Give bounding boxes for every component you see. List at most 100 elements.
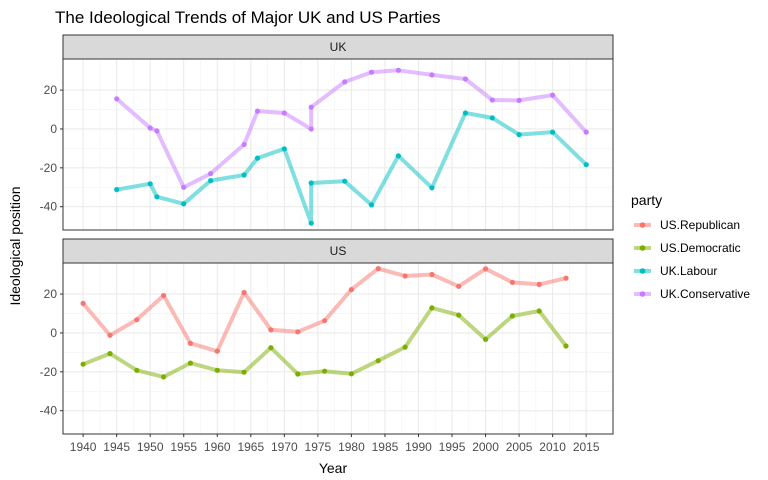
- data-point: [80, 361, 86, 367]
- x-tick-label: 1950: [137, 440, 164, 454]
- x-tick-label: 1965: [237, 440, 264, 454]
- legend-item-uk-labour: UK.Labour: [634, 264, 717, 278]
- x-tick-label: 1940: [70, 440, 97, 454]
- data-point: [254, 108, 261, 114]
- data-point: [489, 115, 495, 121]
- data-point: [295, 371, 301, 377]
- data-point: [114, 187, 120, 193]
- legend-key-point: [639, 268, 646, 274]
- legend: party US.Republican US.Democratic UK.Labou…: [631, 192, 750, 301]
- data-point: [583, 162, 589, 168]
- data-point: [375, 266, 381, 272]
- data-point: [154, 194, 160, 200]
- x-tick-label: 1970: [271, 440, 298, 454]
- data-point: [368, 69, 375, 75]
- data-point: [563, 343, 569, 349]
- y-tick-label: -40: [40, 200, 58, 214]
- plot-background: [63, 263, 613, 434]
- data-point: [214, 367, 220, 373]
- data-point: [241, 172, 247, 178]
- data-point: [308, 104, 314, 110]
- data-point: [402, 344, 408, 350]
- data-point: [241, 369, 247, 375]
- strip-us: [62, 238, 614, 264]
- data-point: [281, 110, 287, 116]
- data-point: [348, 371, 354, 377]
- series-uk-conservative: [114, 67, 589, 190]
- data-point: [208, 171, 214, 177]
- data-point: [550, 92, 556, 98]
- data-point: [322, 318, 328, 324]
- data-point: [402, 273, 408, 279]
- data-point: [107, 332, 113, 338]
- data-point: [80, 300, 86, 306]
- data-point: [114, 96, 120, 102]
- x-tick-label: 2000: [472, 440, 499, 454]
- data-point: [429, 305, 435, 311]
- data-point: [342, 178, 348, 184]
- series-us-democratic: [80, 305, 569, 380]
- legend-label: US.Democratic: [660, 241, 741, 255]
- x-tick-label: 1975: [305, 440, 332, 454]
- x-tick-label: 1990: [405, 440, 432, 454]
- legend-key-point: [639, 245, 646, 251]
- x-tick-label: 2010: [539, 440, 566, 454]
- data-point: [161, 292, 167, 299]
- data-point: [483, 336, 489, 342]
- data-point: [429, 185, 435, 191]
- legend-item-us-republican: US.Republican: [634, 218, 740, 232]
- data-point: [563, 275, 569, 281]
- data-point: [214, 348, 220, 354]
- strip-label: UK: [330, 40, 347, 54]
- data-point: [134, 367, 140, 373]
- legend-label: UK.Labour: [660, 264, 717, 278]
- data-point: [308, 126, 314, 132]
- data-point: [395, 67, 401, 73]
- legend-title: party: [631, 192, 662, 208]
- gridlines: [63, 263, 613, 434]
- data-point: [322, 368, 328, 374]
- data-point: [181, 201, 187, 207]
- data-point: [147, 125, 153, 131]
- data-point: [308, 180, 314, 186]
- data-point: [429, 271, 435, 278]
- panel-border: [62, 262, 614, 435]
- data-point: [295, 329, 301, 335]
- panels-layer: UK -40 -20 0 20 US -40 -20 0 20 1940 1945 1950 1955 19…: [40, 34, 614, 454]
- data-point: [154, 128, 160, 134]
- y-tick-label: -20: [40, 365, 58, 379]
- y-tick-label: 20: [44, 83, 58, 97]
- data-point: [583, 129, 589, 135]
- data-point: [208, 178, 214, 184]
- data-point: [489, 97, 495, 103]
- data-point: [462, 110, 468, 116]
- data-point: [268, 327, 274, 333]
- data-point: [429, 72, 435, 78]
- data-point: [187, 340, 193, 346]
- data-point: [348, 287, 354, 293]
- data-point: [483, 266, 489, 272]
- y-axis-title: Ideological position: [7, 186, 23, 305]
- data-point: [456, 312, 462, 318]
- x-tick-label: 2015: [573, 440, 600, 454]
- y-tick-label: 0: [50, 122, 57, 136]
- x-tick-label: 1960: [204, 440, 231, 454]
- y-tick-label: -20: [40, 161, 58, 175]
- x-tick-label: 2005: [506, 440, 533, 454]
- data-point: [241, 141, 247, 148]
- x-tick-label: 1980: [338, 440, 365, 454]
- data-point: [462, 76, 468, 82]
- data-point: [147, 181, 153, 187]
- x-tick-label: 1945: [103, 440, 130, 454]
- x-axis-title: Year: [319, 460, 348, 476]
- gridlines: [63, 59, 613, 230]
- legend-key-point: [639, 291, 646, 297]
- data-point: [161, 374, 167, 380]
- x-tick-label: 1995: [439, 440, 466, 454]
- legend-item-uk-conservative: UK.Conservative: [634, 287, 750, 301]
- data-point: [550, 129, 556, 135]
- data-point: [375, 358, 381, 364]
- data-point: [516, 97, 522, 103]
- data-point: [536, 281, 542, 287]
